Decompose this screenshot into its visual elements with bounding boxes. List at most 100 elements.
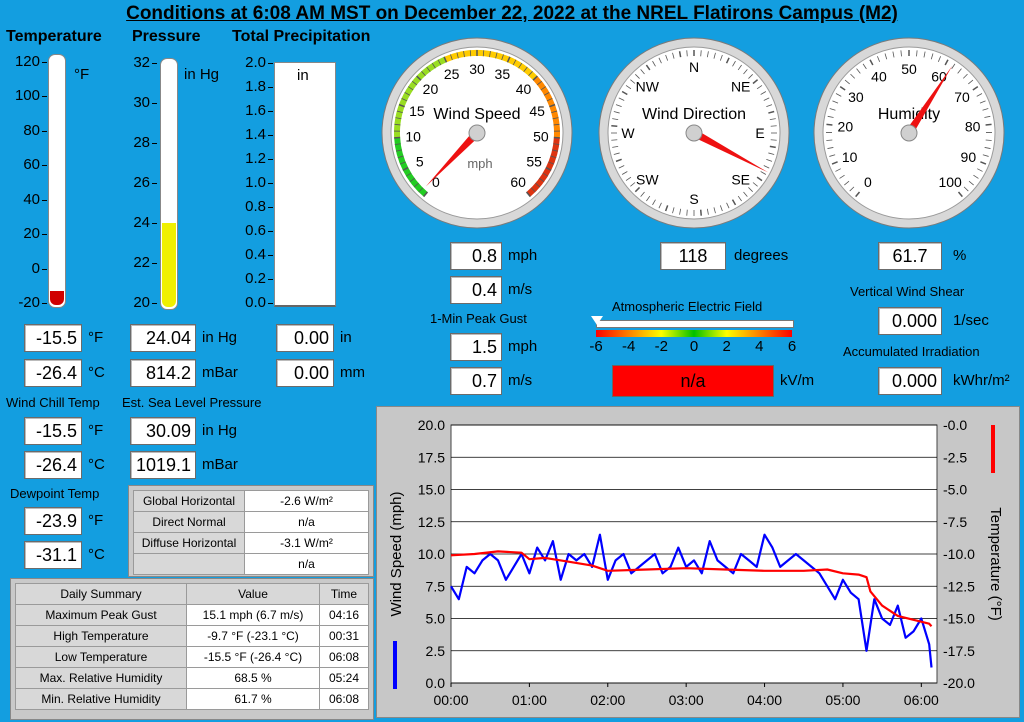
electric-field-pointer: [591, 316, 603, 325]
y2-tick-label: -20.0: [943, 675, 975, 691]
summary-label: Maximum Peak Gust: [16, 605, 187, 626]
peak-gust-ms-unit: m/s: [508, 372, 532, 389]
precipitation-tick-label: 0.2: [230, 270, 266, 287]
irradiation-unit: kWhr/m²: [953, 372, 1010, 389]
temperature-thermometer: [48, 54, 66, 308]
y-tick-label: 17.5: [418, 449, 445, 465]
table-row: Global Horizontal-2.6 W/m²: [134, 491, 369, 512]
wind-speed-tick-label: 40: [516, 81, 532, 97]
scale-tick-mark: [42, 62, 47, 63]
gauge-tick-mark: [826, 140, 832, 141]
irradiance-label: Direct Normal: [134, 512, 245, 533]
y2-axis-label: Temperature (°F): [987, 507, 1004, 621]
humidity-tick-label: 80: [965, 118, 981, 134]
gauge-tick-mark: [701, 210, 702, 216]
scale-tick-mark: [268, 255, 273, 256]
table-row: n/a: [134, 554, 369, 575]
y2-tick-label: -5.0: [943, 482, 967, 498]
y2-tick-label: -7.5: [943, 514, 967, 530]
pressure-tick-label: 20: [114, 294, 150, 311]
temperature-fill: [50, 291, 64, 305]
humidity-value: 61.7: [878, 242, 942, 270]
scale-tick-mark: [152, 223, 157, 224]
summary-label: Min. Relative Humidity: [16, 689, 187, 710]
gauge-tick-mark: [771, 126, 777, 127]
wind-speed-tick-label: 5: [416, 154, 424, 170]
sea-level-mbar-value: 1019.1: [130, 451, 196, 479]
y-tick-label: 10.0: [418, 546, 445, 562]
wind-speed-ms-value: 0.4: [450, 276, 502, 304]
gauge-tick-mark: [611, 126, 617, 127]
y2-tick-label: -2.5: [943, 449, 967, 465]
gauge-tick-mark: [687, 50, 688, 56]
summary-time: 00:31: [320, 626, 369, 647]
scale-tick-mark: [268, 111, 273, 112]
irradiance-value: n/a: [245, 512, 369, 533]
compass-label: N: [689, 59, 699, 75]
compass-label: W: [621, 125, 635, 141]
x-tick-label: 04:00: [747, 692, 782, 708]
scale-tick-mark: [42, 269, 47, 270]
scale-tick-mark: [268, 87, 273, 88]
dewpoint-c-value: -31.1: [24, 541, 82, 569]
precipitation-tick-label: 2.0: [230, 54, 266, 71]
temperature-unit-label: °F: [74, 66, 89, 83]
electric-field-label: Atmospheric Electric Field: [612, 299, 762, 314]
wind-speed-tick-label: 20: [423, 81, 439, 97]
irradiance-panel: Global Horizontal-2.6 W/m² Direct Normal…: [128, 485, 374, 577]
humidity-tick-label: 0: [864, 174, 872, 190]
x-tick-label: 02:00: [590, 692, 625, 708]
electric-field-slider-track: [596, 320, 794, 328]
compass-label: NW: [636, 78, 660, 94]
summary-time: 06:08: [320, 647, 369, 668]
scale-tick-mark: [42, 131, 47, 132]
summary-time: 06:08: [320, 689, 369, 710]
precipitation-unit-label: in: [297, 67, 309, 84]
peak-gust-label: 1-Min Peak Gust: [430, 311, 527, 326]
y2-tick-label: -12.5: [943, 578, 975, 594]
y2-tick-label: -15.0: [943, 611, 975, 627]
scale-tick-mark: [152, 183, 157, 184]
electric-field-tick-label: 6: [780, 338, 804, 355]
wind-speed-tick-label: 55: [526, 154, 542, 170]
wind-speed-tick-label: 35: [495, 66, 511, 82]
precipitation-in-value: 0.00: [276, 324, 334, 352]
precipitation-tick-label: 0.6: [230, 222, 266, 239]
compass-label: SW: [636, 172, 659, 188]
y-tick-label: 2.5: [426, 643, 446, 659]
temperature-tick-label: 80: [4, 122, 40, 139]
scale-tick-mark: [268, 183, 273, 184]
column-header: Daily Summary: [16, 584, 187, 605]
humidity-tick-label: 50: [901, 61, 917, 77]
precipitation-tick-label: 1.8: [230, 78, 266, 95]
pressure-mbar-unit: mBar: [202, 364, 238, 381]
table-row: Diffuse Horizontal-3.1 W/m²: [134, 533, 369, 554]
pressure-tick-label: 28: [114, 134, 150, 151]
column-header: Value: [187, 584, 320, 605]
summary-value: 15.1 mph (6.7 m/s): [187, 605, 320, 626]
irradiation-value: 0.000: [878, 367, 942, 395]
precipitation-bar: in: [274, 62, 336, 307]
scale-tick-mark: [268, 159, 273, 160]
temperature-f-unit: °F: [88, 329, 103, 346]
temperature-c-value: -26.4: [24, 359, 82, 387]
scale-tick-mark: [42, 234, 47, 235]
table-header-row: Daily Summary Value Time: [16, 584, 369, 605]
wind-direction-gauge-title: Wind Direction: [642, 106, 746, 123]
dewpoint-c-unit: °C: [88, 546, 105, 563]
y-tick-label: 7.5: [426, 578, 446, 594]
gauge-tick-mark: [771, 140, 777, 141]
scale-tick-mark: [152, 103, 157, 104]
wind-speed-legend-swatch: [393, 641, 397, 689]
gauge-tick-mark: [986, 140, 992, 141]
pressure-tick-label: 30: [114, 94, 150, 111]
humidity-tick-label: 40: [871, 68, 887, 84]
y-axis-label: Wind Speed (mph): [388, 491, 405, 616]
summary-time: 05:24: [320, 668, 369, 689]
summary-label: Low Temperature: [16, 647, 187, 668]
